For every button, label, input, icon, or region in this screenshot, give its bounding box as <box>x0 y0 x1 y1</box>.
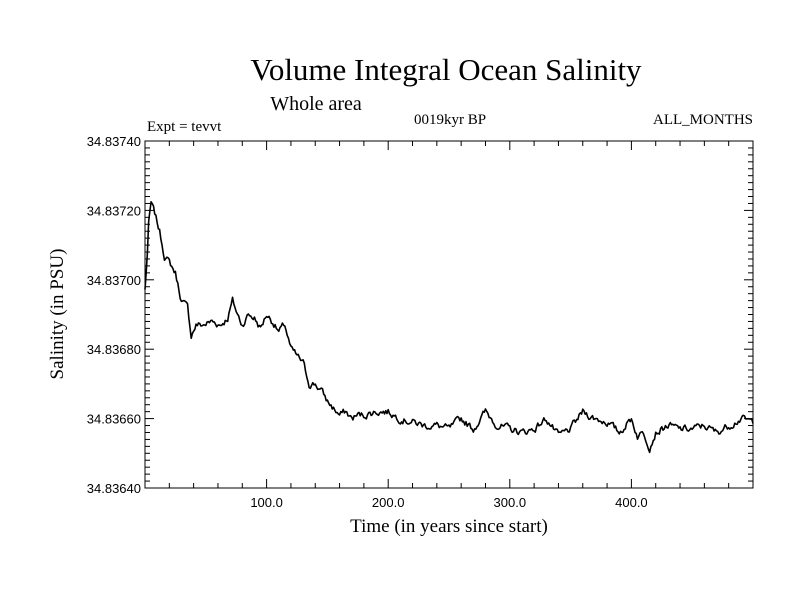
x-axis: 100.0 200.0 300.0 400.0 <box>168 141 730 510</box>
x-axis-label: Time (in years since start) <box>350 516 548 537</box>
y-axis-label: Salinity (in PSU) <box>47 249 68 380</box>
chart-title: Volume Integral Ocean Salinity <box>250 52 642 87</box>
x-tick-label: 200.0 <box>372 495 405 510</box>
chart-subtitle: Whole area <box>270 93 362 115</box>
expt-label: Expt = tevvt <box>147 119 222 135</box>
salinity-series-line <box>144 201 754 454</box>
x-tick-label: 400.0 <box>615 495 648 510</box>
x-tick-label: 100.0 <box>250 495 283 510</box>
period-label: 0019kyr BP <box>414 112 486 128</box>
plot-frame <box>144 140 754 489</box>
y-tick-label: 34.83700 <box>87 273 141 288</box>
y-tick-label: 34.83680 <box>87 342 141 357</box>
y-tick-label: 34.83720 <box>87 203 141 218</box>
y-axis: 34.83640 34.83660 34.83680 34.83700 34.83720… <box>87 134 753 496</box>
months-label: ALL_MONTHS <box>653 112 753 128</box>
y-tick-label: 34.83640 <box>87 481 141 496</box>
y-tick-label: 34.83660 <box>87 412 141 427</box>
y-tick-label: 34.83740 <box>87 134 141 149</box>
x-tick-label: 300.0 <box>494 495 527 510</box>
